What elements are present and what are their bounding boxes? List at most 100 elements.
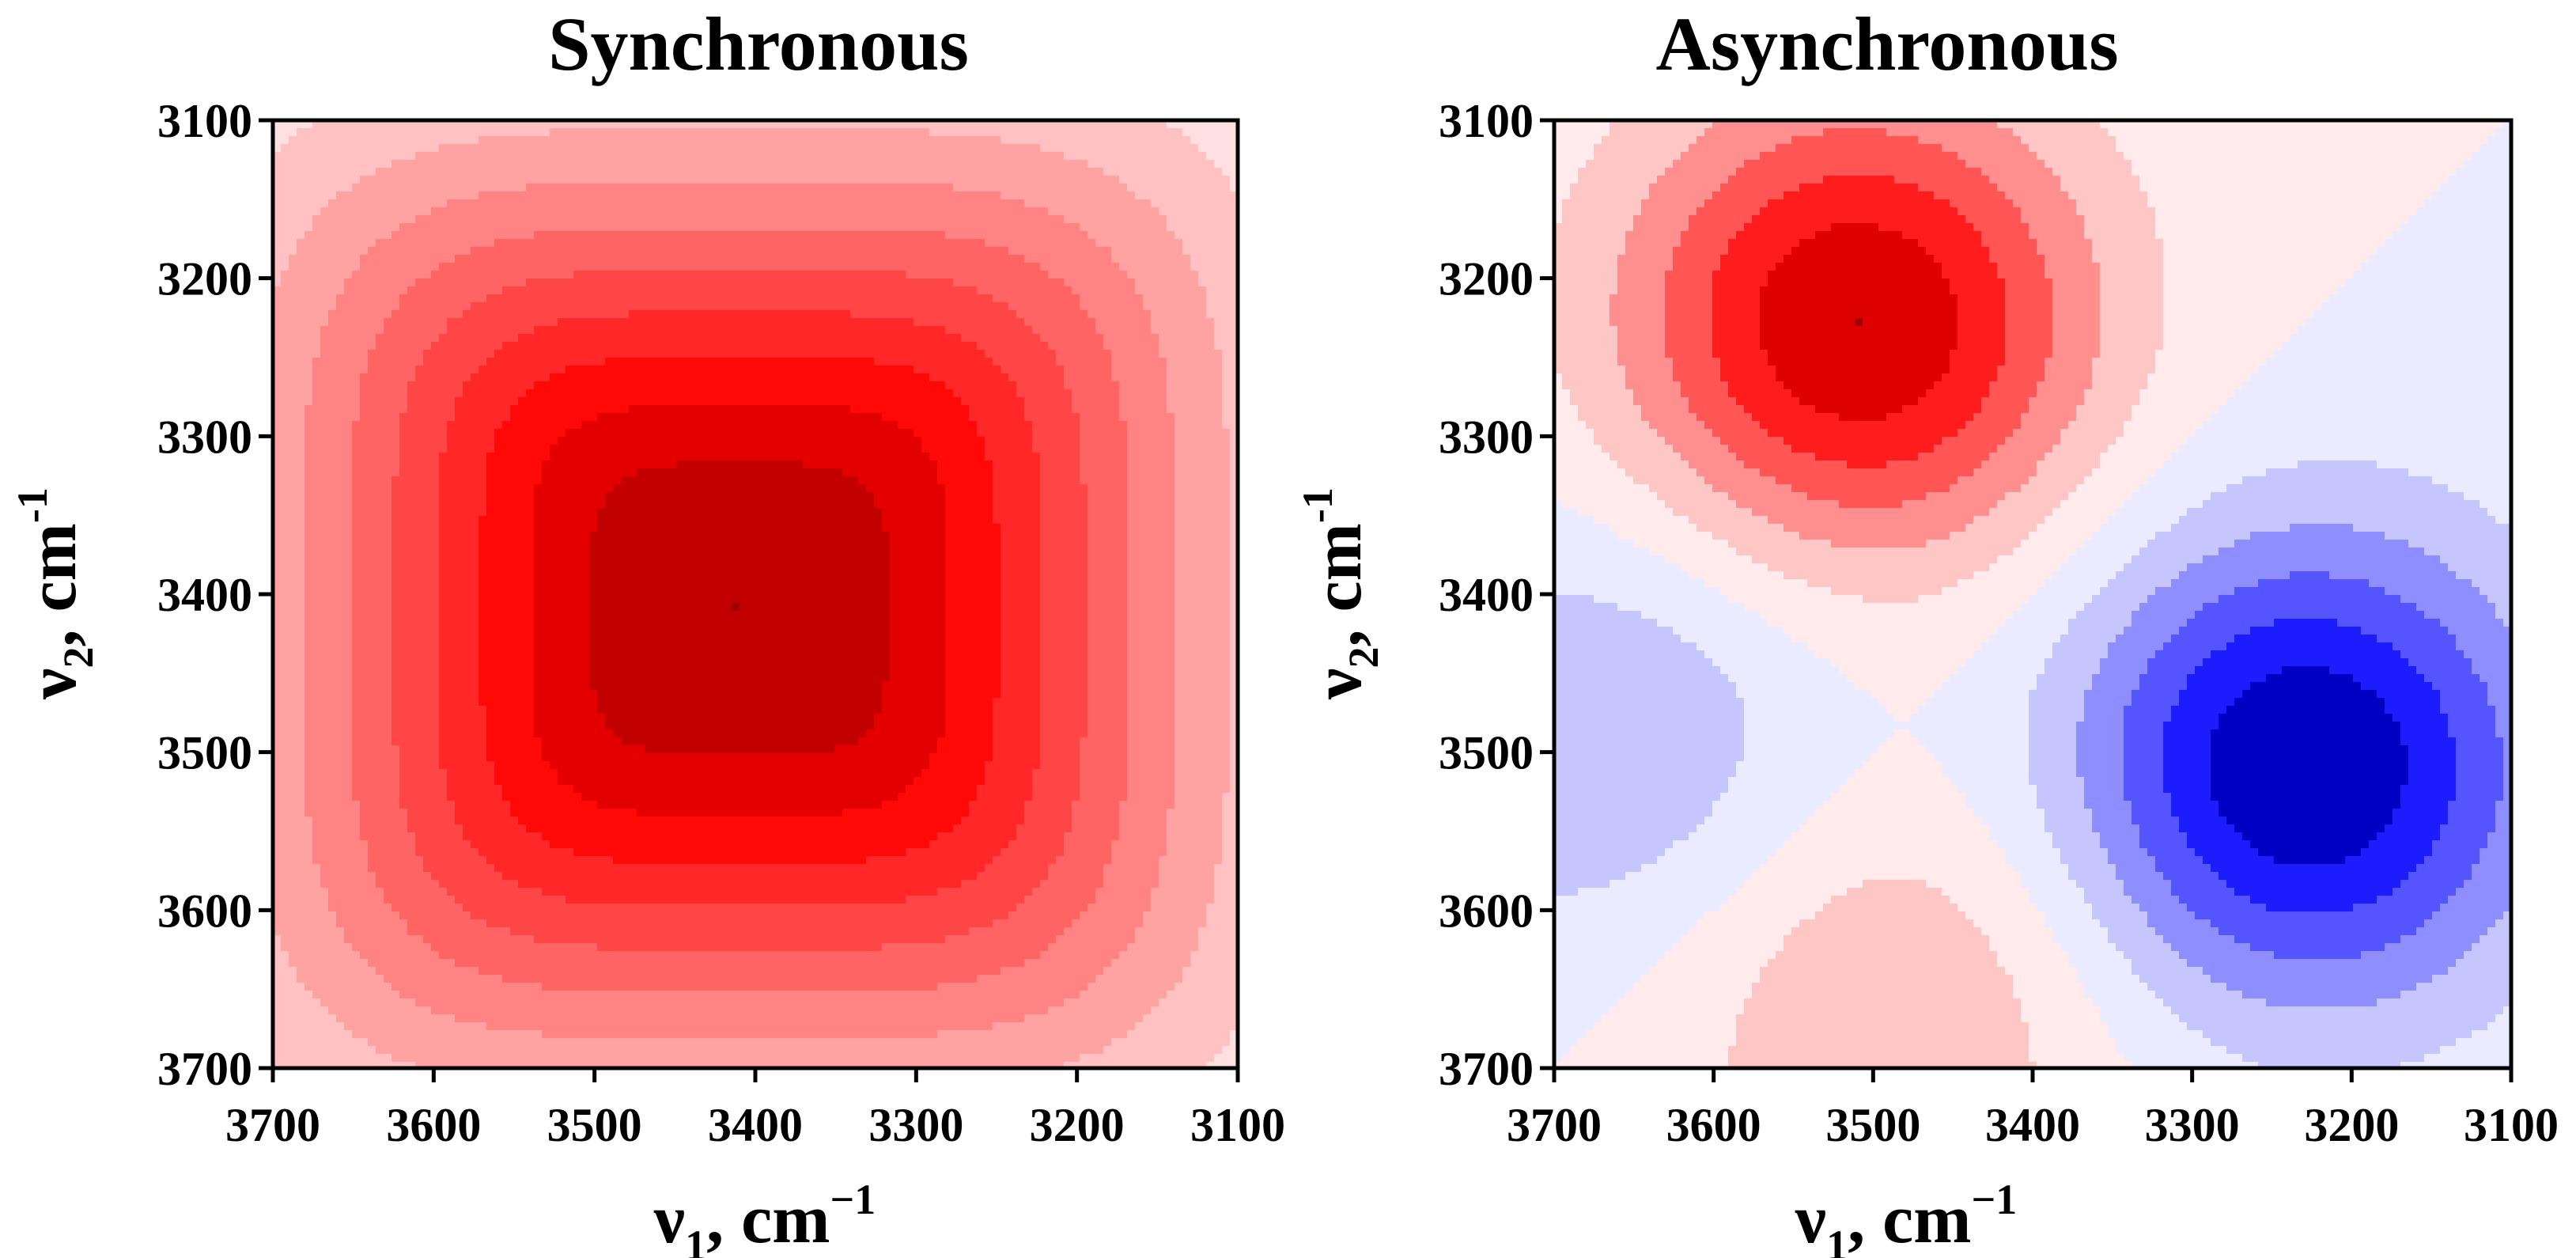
contour-cell bbox=[597, 207, 606, 216]
contour-cell bbox=[1214, 255, 1223, 263]
contour-cell bbox=[399, 286, 408, 295]
contour-cell bbox=[787, 255, 796, 263]
contour-cell bbox=[985, 366, 993, 374]
contour-cell bbox=[953, 215, 962, 224]
contour-cell bbox=[653, 152, 661, 161]
contour-cell bbox=[969, 271, 978, 279]
contour-cell bbox=[890, 191, 898, 200]
contour-cell bbox=[605, 373, 614, 382]
contour-cell bbox=[1222, 373, 1231, 382]
contour-cell bbox=[297, 413, 305, 422]
contour-cell bbox=[724, 239, 732, 248]
contour-cell bbox=[747, 405, 756, 414]
contour-cell bbox=[921, 199, 930, 208]
contour-cell bbox=[921, 350, 930, 358]
contour-cell bbox=[834, 310, 843, 319]
contour-cell bbox=[336, 160, 345, 169]
contour-cell bbox=[376, 168, 384, 176]
contour-cell bbox=[328, 279, 337, 287]
contour-cell bbox=[1214, 136, 1223, 145]
contour-cell bbox=[1032, 286, 1041, 295]
contour-cell bbox=[747, 279, 756, 287]
contour-cell bbox=[566, 397, 574, 406]
contour-cell bbox=[969, 279, 978, 287]
contour-cell bbox=[558, 168, 566, 176]
contour-cell bbox=[1103, 152, 1112, 161]
contour-cell bbox=[1048, 144, 1057, 153]
contour-cell bbox=[676, 286, 685, 295]
contour-cell bbox=[399, 152, 408, 161]
contour-cell bbox=[993, 326, 1001, 335]
contour-cell bbox=[542, 271, 550, 279]
contour-cell bbox=[407, 144, 416, 153]
contour-cell bbox=[985, 247, 993, 256]
contour-cell bbox=[605, 176, 614, 184]
contour-cell bbox=[1214, 310, 1223, 319]
contour-cell bbox=[312, 263, 321, 271]
contour-cell bbox=[431, 318, 440, 327]
contour-cell bbox=[882, 279, 891, 287]
contour-cell bbox=[1198, 152, 1207, 161]
contour-cell bbox=[787, 144, 796, 153]
contour-cell bbox=[937, 326, 946, 335]
contour-cell bbox=[803, 207, 811, 216]
contour-cell bbox=[1151, 271, 1159, 279]
contour-cell bbox=[1056, 223, 1065, 232]
contour-cell bbox=[1048, 239, 1057, 248]
contour-cell bbox=[842, 136, 851, 145]
contour-cell bbox=[676, 191, 685, 200]
contour-cell bbox=[439, 160, 448, 169]
contour-cell bbox=[898, 176, 906, 184]
contour-cell bbox=[621, 413, 630, 422]
contour-cell bbox=[463, 405, 471, 414]
contour-cell bbox=[320, 152, 329, 161]
contour-cell bbox=[368, 160, 376, 169]
contour-cell bbox=[961, 358, 970, 366]
contour-cell bbox=[906, 310, 914, 319]
contour-cell bbox=[1103, 144, 1112, 153]
contour-cell bbox=[1159, 247, 1167, 256]
contour-cell bbox=[1127, 144, 1136, 153]
contour-cell bbox=[1008, 199, 1017, 208]
contour-cell bbox=[407, 405, 416, 414]
contour-cell bbox=[1206, 302, 1215, 311]
contour-cell bbox=[866, 271, 875, 279]
contour-cell bbox=[803, 199, 811, 208]
contour-cell bbox=[906, 160, 914, 169]
contour-cell bbox=[471, 421, 479, 430]
contour-cell bbox=[787, 271, 796, 279]
contour-cell bbox=[898, 255, 906, 263]
contour-cell bbox=[320, 184, 329, 192]
contour-cell bbox=[589, 184, 598, 192]
contour-cell bbox=[368, 366, 376, 374]
contour-cell bbox=[1016, 239, 1025, 248]
contour-cell bbox=[502, 263, 511, 271]
contour-cell bbox=[1206, 279, 1215, 287]
contour-cell bbox=[850, 136, 859, 145]
contour-cell bbox=[1206, 152, 1215, 161]
contour-cell bbox=[550, 263, 558, 271]
contour-cell bbox=[787, 136, 796, 145]
contour-cell bbox=[1001, 318, 1009, 327]
contour-cell bbox=[463, 184, 471, 192]
contour-cell bbox=[1143, 294, 1152, 303]
contour-cell bbox=[819, 326, 827, 335]
contour-cell bbox=[566, 263, 574, 271]
contour-cell bbox=[732, 199, 740, 208]
contour-cell bbox=[1024, 286, 1033, 295]
contour-cell bbox=[1056, 397, 1065, 406]
contour-cell bbox=[486, 271, 495, 279]
contour-cell bbox=[953, 184, 962, 192]
contour-cell bbox=[597, 176, 606, 184]
contour-cell bbox=[811, 429, 819, 438]
contour-cell bbox=[1048, 215, 1057, 224]
contour-cell bbox=[1143, 413, 1152, 422]
contour-cell bbox=[439, 389, 448, 398]
contour-cell bbox=[668, 342, 677, 350]
contour-cell bbox=[392, 326, 400, 335]
contour-cell bbox=[929, 215, 938, 224]
contour-cell bbox=[969, 239, 978, 248]
contour-cell bbox=[1095, 342, 1104, 350]
contour-cell bbox=[1127, 342, 1136, 350]
contour-cell bbox=[637, 294, 645, 303]
